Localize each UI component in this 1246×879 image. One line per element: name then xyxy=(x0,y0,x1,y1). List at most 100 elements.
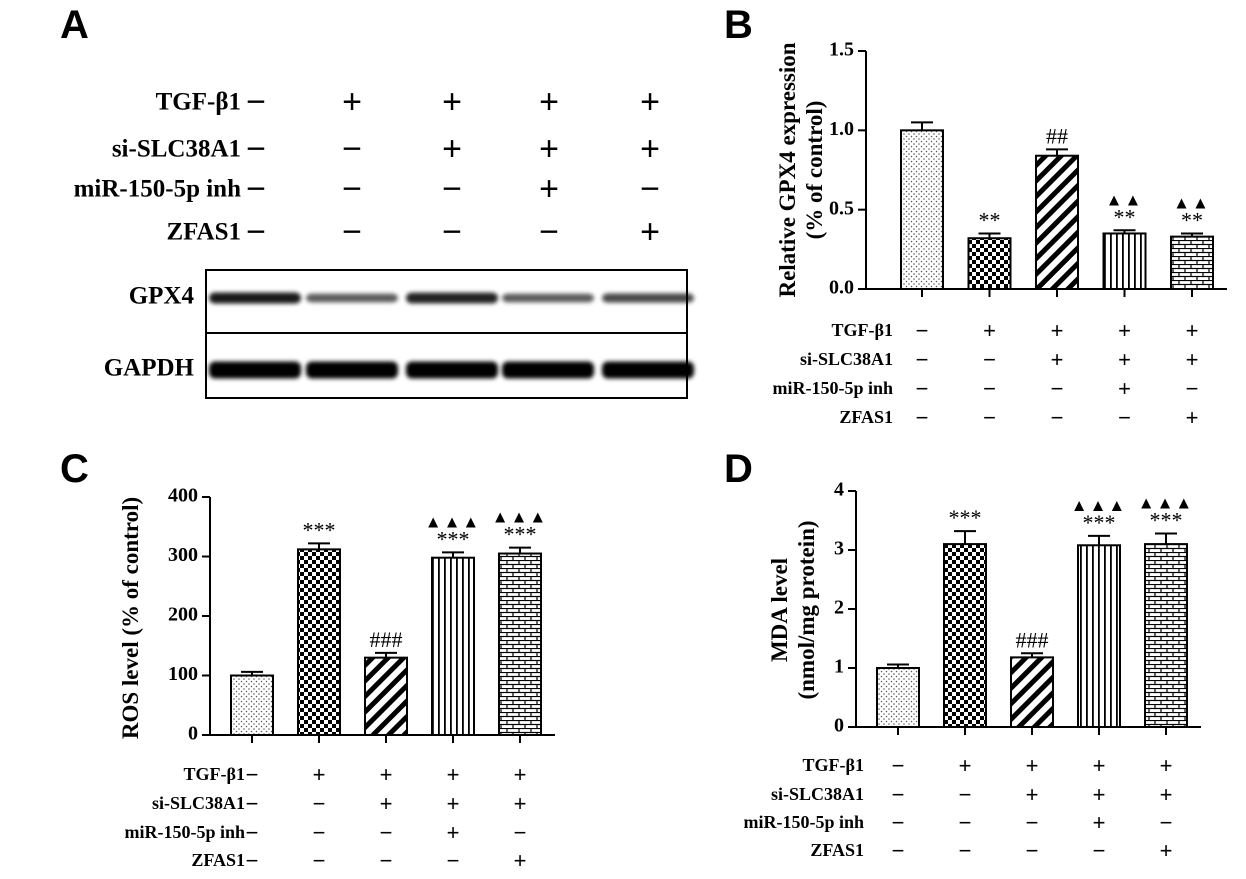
treatment-label: miR-150-5p inh xyxy=(74,176,241,203)
bar xyxy=(1170,235,1214,290)
minus-sign: − xyxy=(313,848,326,873)
significance-label: ### xyxy=(1016,627,1049,652)
significance-label: ### xyxy=(370,627,403,652)
panel-letter: B xyxy=(724,3,753,47)
treatment-label: si-SLC38A1 xyxy=(771,784,864,804)
blot-band xyxy=(406,361,498,379)
bar xyxy=(876,667,920,728)
plus-sign: + xyxy=(1026,753,1039,778)
y-tick-label: 1 xyxy=(834,656,844,678)
minus-sign: − xyxy=(1118,405,1131,430)
minus-sign: − xyxy=(916,405,929,430)
blot-band xyxy=(602,361,694,379)
plus-sign: + xyxy=(447,791,460,816)
significance-label: *** xyxy=(1150,507,1183,532)
minus-sign: − xyxy=(313,820,326,845)
blot-band xyxy=(406,292,498,304)
minus-sign: − xyxy=(246,791,259,816)
plus-sign: + xyxy=(442,130,462,168)
y-axis-label: ROS level (% of control) xyxy=(118,497,143,739)
plus-sign: + xyxy=(1160,753,1173,778)
plus-sign: + xyxy=(1093,810,1106,835)
significance-label: ▲▲▲ xyxy=(492,508,548,527)
plus-sign: + xyxy=(514,762,527,787)
blot-band xyxy=(602,293,694,303)
minus-sign: − xyxy=(916,318,929,343)
plus-sign: + xyxy=(640,213,660,251)
minus-sign: − xyxy=(1026,810,1039,835)
y-tick-label: 1.5 xyxy=(829,39,854,61)
minus-sign: − xyxy=(246,83,266,121)
plus-sign: + xyxy=(1026,782,1039,807)
plus-sign: + xyxy=(640,83,660,121)
blot-band xyxy=(502,293,594,303)
bar xyxy=(1077,544,1121,729)
plus-sign: + xyxy=(342,83,362,121)
plus-sign: + xyxy=(1118,347,1131,372)
treatment-label: ZFAS1 xyxy=(191,850,245,870)
significance-label: ▲▲ xyxy=(1173,193,1211,212)
y-tick-label: 0.0 xyxy=(829,277,854,299)
minus-sign: − xyxy=(959,810,972,835)
minus-sign: − xyxy=(892,782,905,807)
blot-band xyxy=(502,361,594,379)
plus-sign: + xyxy=(640,130,660,168)
y-tick-label: 0 xyxy=(834,715,844,737)
minus-sign: − xyxy=(640,170,660,208)
treatment-label: miR-150-5p inh xyxy=(743,812,864,832)
bar xyxy=(1010,656,1054,729)
panel-letter: D xyxy=(724,447,753,491)
significance-label: *** xyxy=(1083,510,1116,535)
bar xyxy=(230,674,274,736)
minus-sign: − xyxy=(983,405,996,430)
significance-label: *** xyxy=(949,505,982,530)
y-tick-label: 1.0 xyxy=(829,118,854,140)
significance-label: ▲▲▲ xyxy=(1138,493,1194,512)
plus-sign: + xyxy=(514,791,527,816)
plus-sign: + xyxy=(1093,782,1106,807)
minus-sign: − xyxy=(916,347,929,372)
minus-sign: − xyxy=(959,838,972,863)
plus-sign: + xyxy=(514,848,527,873)
minus-sign: − xyxy=(1186,376,1199,401)
minus-sign: − xyxy=(1051,405,1064,430)
significance-label: *** xyxy=(437,526,470,551)
minus-sign: − xyxy=(380,820,393,845)
minus-sign: − xyxy=(246,130,266,168)
y-tick-label: 0.5 xyxy=(829,197,854,219)
blot-band xyxy=(306,293,398,303)
y-tick-label: 100 xyxy=(168,663,198,685)
plus-sign: + xyxy=(1051,318,1064,343)
plus-sign: + xyxy=(1118,318,1131,343)
treatment-label: TGF-β1 xyxy=(184,764,245,784)
minus-sign: − xyxy=(342,170,362,208)
bar xyxy=(297,548,341,736)
plus-sign: + xyxy=(1186,405,1199,430)
bar xyxy=(364,656,408,737)
y-tick-label: 400 xyxy=(168,485,198,507)
panel-letter: A xyxy=(60,3,89,47)
treatment-label: ZFAS1 xyxy=(839,407,893,427)
treatment-label: si-SLC38A1 xyxy=(152,793,245,813)
bar xyxy=(900,129,944,290)
minus-sign: − xyxy=(983,376,996,401)
minus-sign: − xyxy=(892,810,905,835)
panel-c: C 0 100 200 300 400 ROS level (% of control) **… xyxy=(60,447,555,873)
plus-sign: + xyxy=(447,820,460,845)
plus-sign: + xyxy=(1093,753,1106,778)
y-axis-label: MDA level(nmol/mg protein) xyxy=(767,520,819,699)
significance-label: ▲▲ xyxy=(1106,190,1144,209)
minus-sign: − xyxy=(313,791,326,816)
plus-sign: + xyxy=(442,83,462,121)
treatment-label: TGF-β1 xyxy=(803,755,864,775)
significance-label: ** xyxy=(1114,204,1136,229)
blot-label: GAPDH xyxy=(104,355,195,382)
significance-label: ** xyxy=(1181,207,1203,232)
blot-band xyxy=(306,361,398,379)
bar xyxy=(431,556,475,736)
minus-sign: − xyxy=(892,838,905,863)
plus-sign: + xyxy=(380,762,393,787)
y-tick-label: 0 xyxy=(188,723,198,745)
